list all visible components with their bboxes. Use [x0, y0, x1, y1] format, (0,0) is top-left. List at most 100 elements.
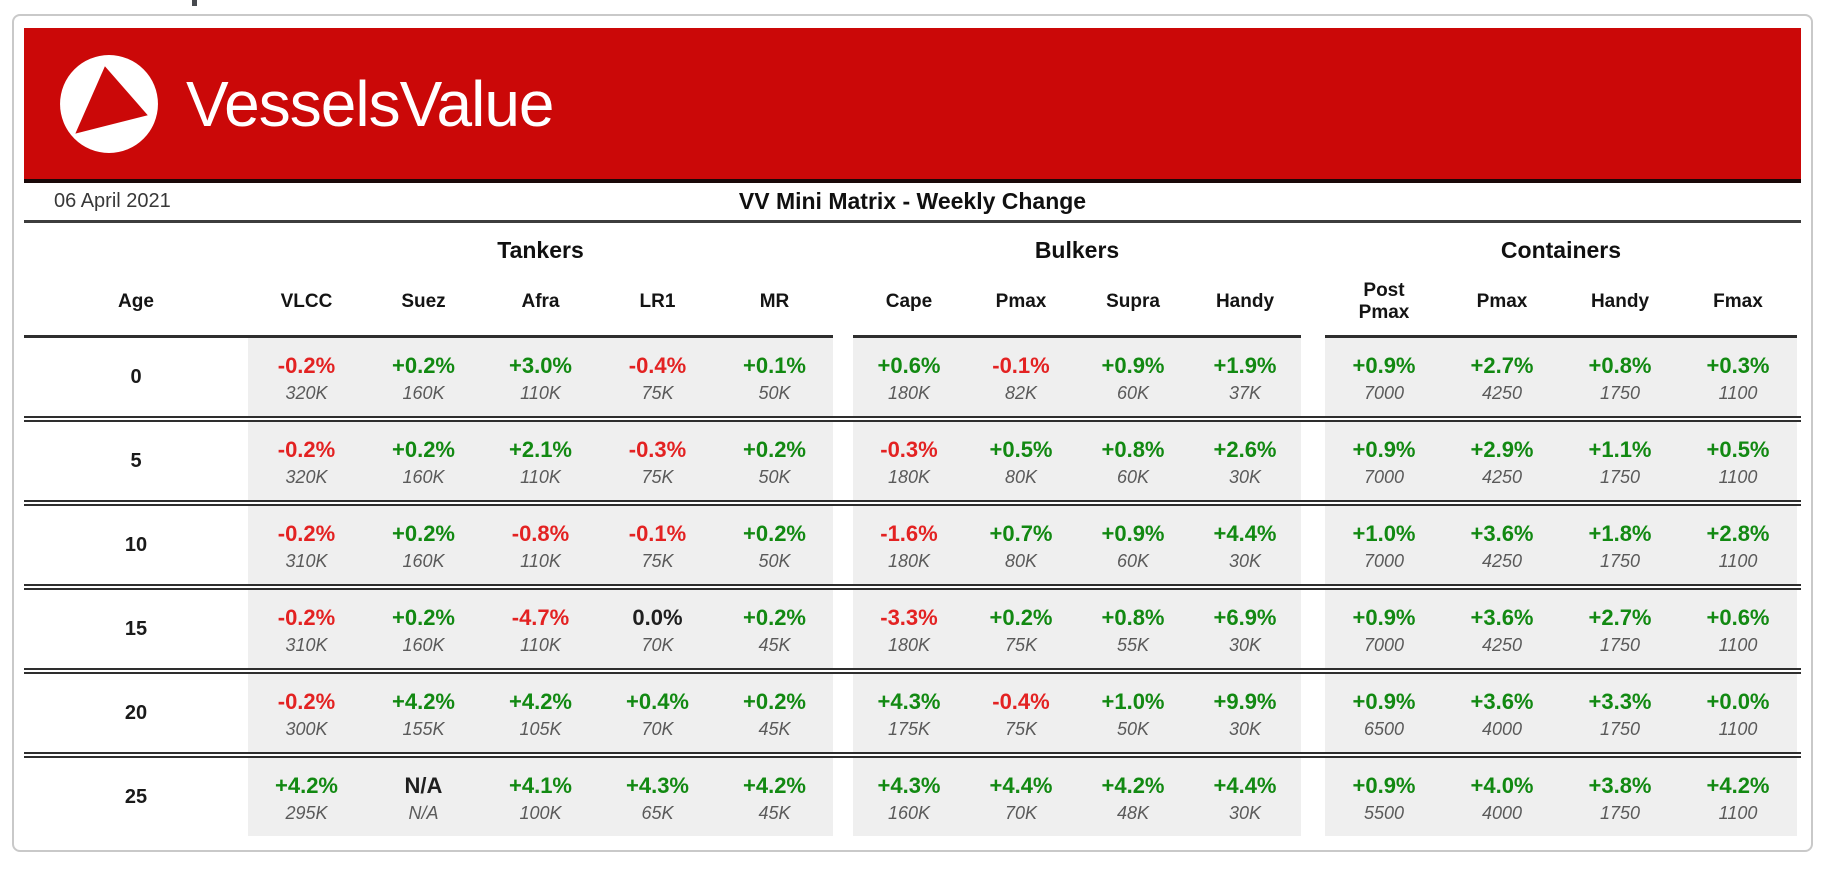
- weekly-change-value: +0.6%: [1706, 604, 1770, 630]
- weekly-change-value: -0.2%: [277, 436, 336, 462]
- vessel-size-value: 50K: [758, 466, 791, 487]
- vessel-size-value: 180K: [887, 634, 931, 655]
- vessel-size-value: 70K: [641, 634, 674, 655]
- age-cell: 20: [124, 701, 148, 724]
- matrix-cell: -0.3% 75K: [599, 422, 716, 500]
- vessel-size-value: 65K: [641, 802, 674, 823]
- weekly-change-value: +4.4%: [1213, 772, 1277, 798]
- weekly-change-value: +0.7%: [989, 520, 1053, 546]
- vessel-size-value: 295K: [285, 802, 328, 823]
- weekly-change-value: -0.1%: [992, 352, 1050, 378]
- vesselsvalue-logo-icon: [60, 54, 158, 153]
- weekly-change-value: +4.4%: [1213, 520, 1277, 546]
- matrix-cell: +2.7% 1750: [1561, 590, 1679, 668]
- vessel-size-value: 4250: [1481, 634, 1523, 655]
- matrix-cell: +4.3% 65K: [599, 758, 716, 836]
- matrix-cell: +0.9% 7000: [1325, 422, 1443, 500]
- vessel-size-value: 1100: [1718, 550, 1758, 571]
- weekly-change-value: +4.3%: [626, 772, 689, 798]
- vessel-size-value: 1750: [1599, 718, 1641, 739]
- vessel-size-value: 70K: [641, 718, 674, 739]
- matrix-cell: +0.2% 160K: [365, 506, 482, 584]
- matrix-cell: -0.2% 320K: [248, 422, 365, 500]
- vessel-size-value: 4250: [1481, 550, 1523, 571]
- weekly-change-value: -4.7%: [511, 604, 570, 630]
- vessel-size-value: 30K: [1228, 466, 1262, 487]
- table-row: 0 -0.2% 320K +0.2% 160K +3.0% 110K -0.4% 75K +0.1…: [24, 338, 1801, 416]
- weekly-change-value: +3.0%: [509, 352, 572, 378]
- matrix-cell: +2.1% 110K: [482, 422, 599, 500]
- brand-banner: VesselsValue: [24, 28, 1801, 183]
- matrix-cell: -0.4% 75K: [599, 338, 716, 416]
- vessel-size-value: 310K: [285, 550, 328, 571]
- weekly-change-value: +0.9%: [1352, 688, 1416, 714]
- group-header-bulkers: Bulkers: [1034, 237, 1120, 263]
- vessel-size-value: 320K: [285, 382, 328, 403]
- table-row: 20 -0.2% 300K +4.2% 155K +4.2% 105K +0.4% 70K +0.…: [24, 674, 1801, 752]
- matrix-cell: -0.2% 310K: [248, 590, 365, 668]
- title-bar: 06 April 2021 VV Mini Matrix - Weekly Ch…: [24, 183, 1801, 223]
- weekly-change-value: +0.2%: [743, 688, 806, 714]
- matrix-cell: +9.9% 30K: [1189, 674, 1301, 752]
- vessel-size-value: 1100: [1718, 718, 1758, 739]
- vessel-size-value: 30K: [1228, 718, 1262, 739]
- vessel-size-value: 50K: [758, 382, 791, 403]
- matrix-cell: +0.2% 50K: [716, 422, 833, 500]
- column-group-row: Tankers Bulkers Containers: [24, 223, 1801, 268]
- table-row: 5 -0.2% 320K +0.2% 160K +2.1% 110K -0.3% 75K +0.2…: [24, 422, 1801, 500]
- weekly-change-value: +4.2%: [1706, 772, 1770, 798]
- vessel-size-value: 105K: [519, 718, 562, 739]
- matrix-cell: +0.2% 160K: [365, 590, 482, 668]
- matrix-cell: -0.2% 320K: [248, 338, 365, 416]
- vessel-size-value: 180K: [887, 550, 931, 571]
- column-header-pmax: Pmax: [965, 268, 1077, 338]
- vessel-size-value: 75K: [1004, 634, 1038, 655]
- vessel-size-value: 30K: [1228, 550, 1262, 571]
- vessel-size-value: 160K: [887, 802, 931, 823]
- weekly-change-value: -0.2%: [277, 352, 336, 378]
- matrix-cell: +4.3% 175K: [853, 674, 965, 752]
- vessel-size-value: 55K: [1116, 634, 1150, 655]
- matrix-cell: +0.2% 45K: [716, 590, 833, 668]
- age-cell: 25: [124, 785, 148, 808]
- matrix-cell: +4.3% 160K: [853, 758, 965, 836]
- weekly-change-value: +0.9%: [1352, 772, 1416, 798]
- weekly-change-value: -0.4%: [628, 352, 687, 378]
- matrix-cell: +0.9% 7000: [1325, 338, 1443, 416]
- matrix-cell: +0.9% 7000: [1325, 590, 1443, 668]
- matrix-cell: +0.1% 50K: [716, 338, 833, 416]
- matrix-cell: +4.1% 100K: [482, 758, 599, 836]
- matrix-cell: +6.9% 30K: [1189, 590, 1301, 668]
- vessel-size-value: 75K: [1004, 718, 1038, 739]
- vessel-size-value: 4250: [1481, 382, 1523, 403]
- weekly-change-value: +0.8%: [1101, 436, 1165, 462]
- weekly-change-value: +4.1%: [509, 772, 572, 798]
- matrix-cell: -0.1% 75K: [599, 506, 716, 584]
- vessel-size-value: 82K: [1004, 382, 1038, 403]
- weekly-change-value: +0.2%: [743, 520, 806, 546]
- weekly-change-value: +0.2%: [392, 520, 455, 546]
- vessel-size-value: 4000: [1481, 718, 1523, 739]
- column-header-cape: Cape: [853, 268, 965, 338]
- stray-artifact: [192, 0, 197, 6]
- matrix-cell: +4.2% 295K: [248, 758, 365, 836]
- weekly-change-value: +0.5%: [989, 436, 1053, 462]
- vessel-size-value: 1750: [1599, 466, 1641, 487]
- brand-wordmark: VesselsValue: [186, 67, 554, 140]
- matrix-cell: -0.2% 300K: [248, 674, 365, 752]
- matrix-cell: +0.9% 5500: [1325, 758, 1443, 836]
- row-divider: [24, 668, 1801, 674]
- vessel-size-value: 180K: [887, 466, 931, 487]
- weekly-change-value: +4.2%: [1101, 772, 1165, 798]
- matrix-cell: +0.6% 1100: [1679, 590, 1797, 668]
- weekly-change-value: +3.3%: [1588, 688, 1652, 714]
- matrix-cell: +4.4% 30K: [1189, 506, 1301, 584]
- weekly-change-value: +2.1%: [509, 436, 572, 462]
- matrix-cell: -0.2% 310K: [248, 506, 365, 584]
- vessel-size-value: 50K: [1116, 718, 1150, 739]
- matrix-cell: +4.2% 1100: [1679, 758, 1797, 836]
- weekly-change-value: +2.7%: [1588, 604, 1652, 630]
- age-cell: 5: [130, 449, 142, 472]
- column-header-fmax: Fmax: [1679, 268, 1797, 338]
- matrix-cell: +0.2% 160K: [365, 338, 482, 416]
